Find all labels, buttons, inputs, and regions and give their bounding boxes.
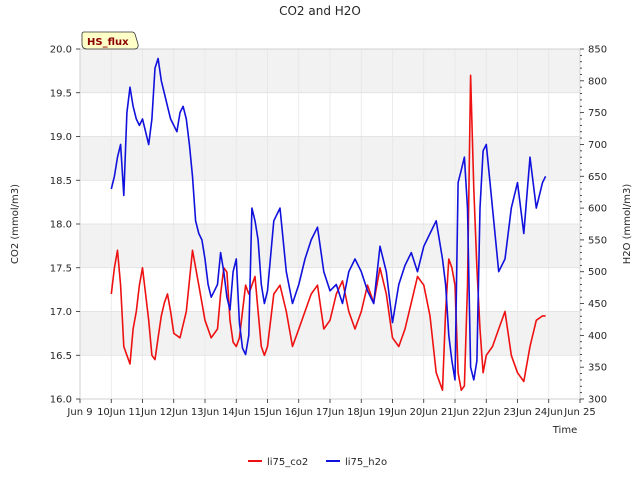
x-tick-label: 16Jun [285,407,313,418]
x-tick-label: 17Jun [316,407,344,418]
y-right-tick-label: 550 [588,235,607,246]
y-axis-left-ticks: 16.0 16.5 17.0 17.5 18.0 18.5 19.0 19.5 20.0 [50,45,80,406]
x-tick-label: 20Jun [410,407,438,418]
y-right-tick-label: 600 [588,204,607,215]
x-tick-label: 12Jun [160,407,188,418]
hs-flux-badge: HS_flux [81,31,139,50]
legend-label-co2: li75_co2 [267,457,308,468]
x-tick-label: 14Jun [222,407,250,418]
y-axis-left-title: CO2 (mmol/m3) [10,184,21,264]
y-right-tick-label: 850 [588,45,607,56]
y-left-tick-label: 19.5 [50,88,72,99]
x-tick-label: 22Jun [472,407,500,418]
x-tick-label: 11Jun [128,407,156,418]
series-line-li75_h2o [110,57,547,381]
y-left-tick-label: 18.5 [50,176,72,187]
y-left-tick-label: 20.0 [50,45,72,56]
x-tick-label: Jun 25 [563,407,596,418]
legend: li75_co2 li75_h2o [248,457,387,468]
y-right-tick-label: 650 [588,172,607,183]
y-right-tick-label: 700 [588,140,607,151]
legend-label-h2o: li75_h2o [345,457,387,468]
y-right-tick-label: 800 [588,76,607,87]
x-axis-ticks: Jun 9 10Jun 11Jun 12Jun 13Jun 14Jun 15Jun 16Jun… [66,399,596,418]
badge-background [81,31,139,50]
x-axis-title: Time [552,425,577,436]
y-right-tick-label: 750 [588,108,607,119]
y-right-tick-label: 450 [588,299,607,310]
x-tick-label: Jun 9 [66,407,92,418]
badge-label: HS_flux [87,37,129,48]
x-tick-label: 21Jun [441,407,469,418]
y-right-tick-label: 400 [588,331,607,342]
y-right-tick-label: 350 [588,363,607,374]
y-left-tick-label: 18.0 [50,220,72,231]
x-tick-label: 13Jun [191,407,219,418]
y-right-tick-label: 300 [588,395,607,406]
x-tick-label: 18Jun [347,407,375,418]
x-tick-label: 15Jun [253,407,281,418]
y-left-tick-label: 16.5 [50,351,72,362]
y-left-tick-label: 17.0 [50,307,72,318]
y-axis-right-title: H2O (mmol/m3) [622,184,633,265]
chart-title: CO2 and H2O [279,4,361,18]
y-left-tick-label: 17.5 [50,263,72,274]
x-tick-label: 23Jun [503,407,531,418]
y-right-tick-label: 500 [588,267,607,278]
y-axis-right-ticks: 300 350 400 450 500 550 600 650 700 750 800 850 [580,45,607,406]
y-left-tick-label: 16.0 [50,395,72,406]
series-layer [110,57,547,391]
x-tick-label: 19Jun [378,407,406,418]
x-tick-label: 10Jun [97,407,125,418]
y-left-tick-label: 19.0 [50,132,72,143]
x-tick-label: 24Jun [535,407,563,418]
